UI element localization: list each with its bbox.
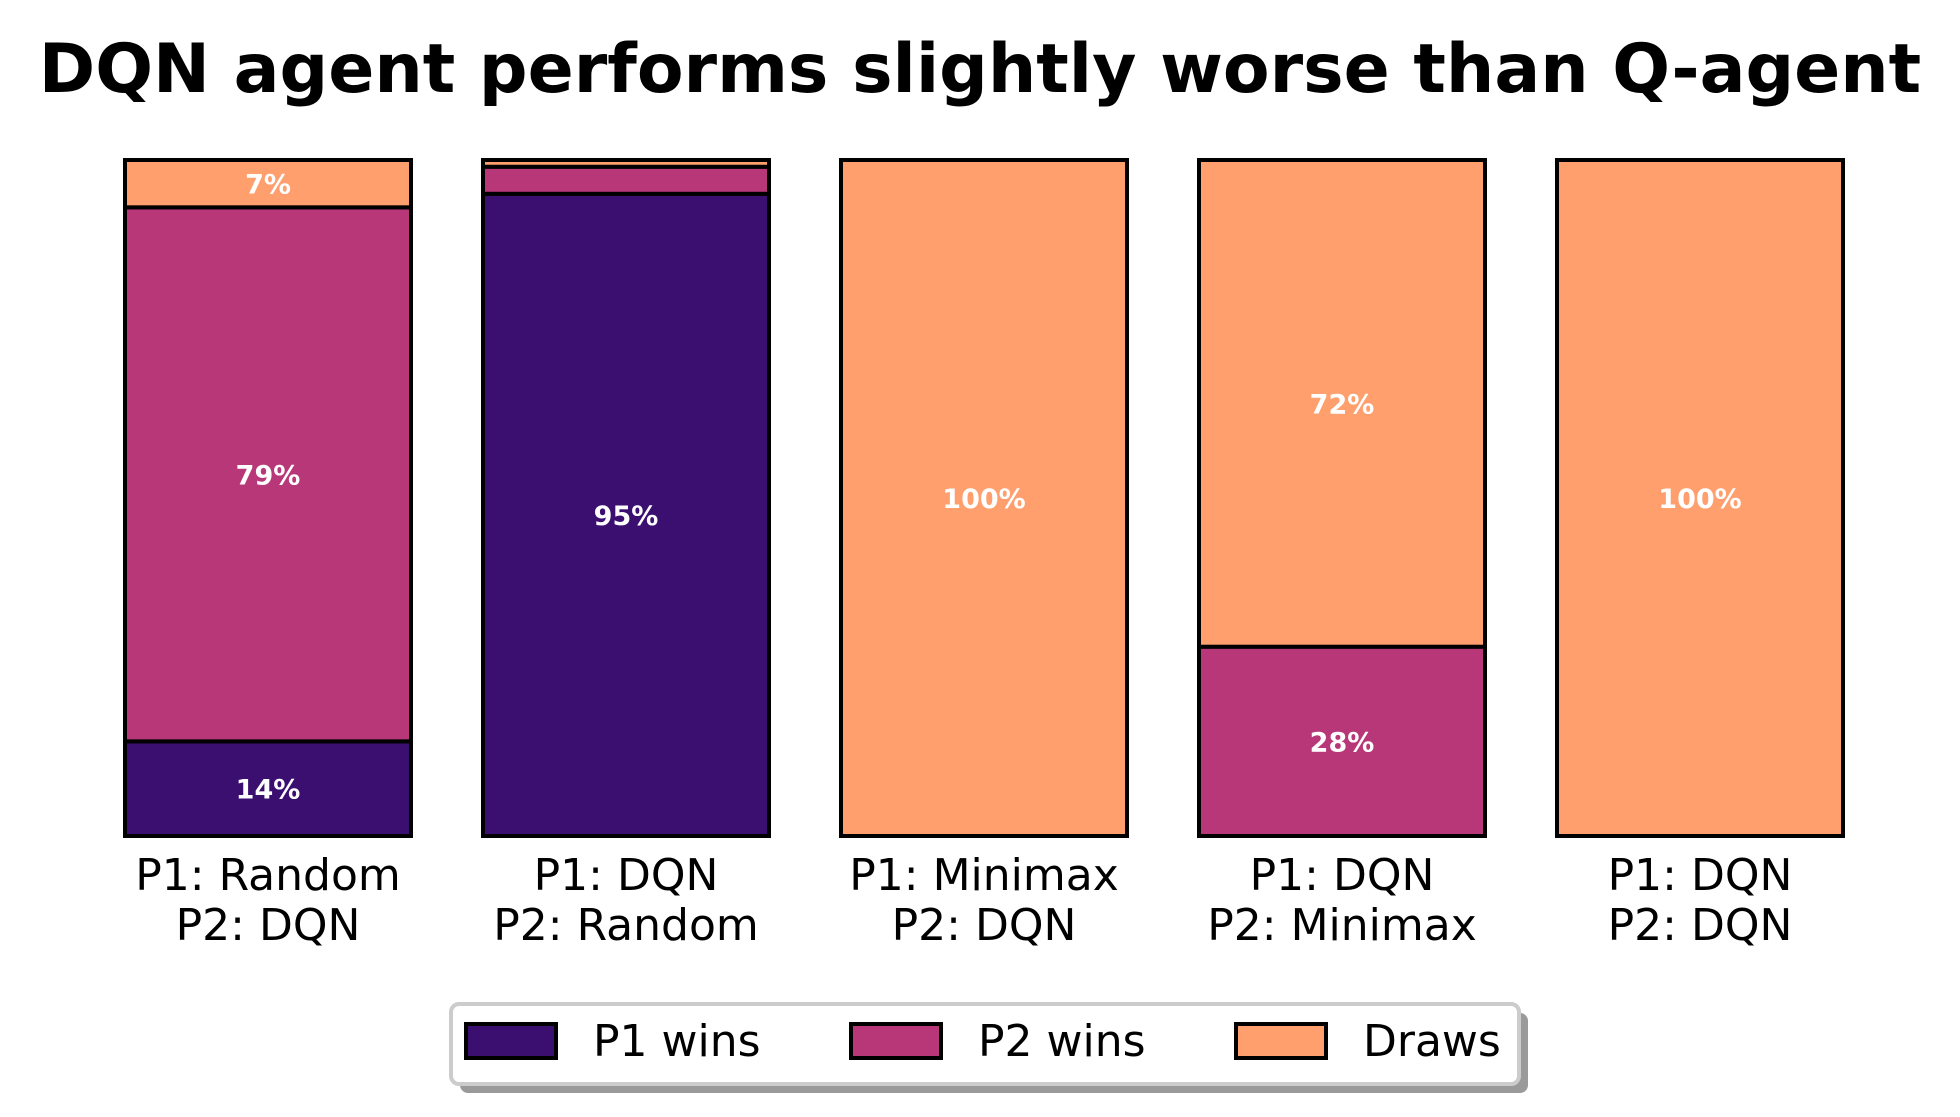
bar-value-label: 100%	[942, 484, 1025, 515]
category-label: P1: DQN	[534, 850, 719, 901]
bar-value-label: 79%	[236, 460, 301, 491]
legend: P1 wins P2 wins Draws	[449, 1002, 1528, 1093]
legend-label: P2 wins	[978, 1016, 1146, 1067]
bar-value-label: 95%	[594, 501, 659, 532]
bar-segment	[839, 158, 1129, 838]
category-label: P1: Random	[135, 850, 401, 901]
category-label: P2: DQN	[1608, 900, 1793, 951]
legend-label: P1 wins	[593, 1016, 761, 1067]
bar-segment	[481, 158, 771, 169]
data-labels-layer: 14% 79% 7% 95% 100% 28% 72% 100%	[236, 170, 1742, 806]
bar-value-label: 7%	[245, 170, 291, 201]
bar-segment	[123, 205, 413, 744]
bar-segment	[123, 739, 413, 838]
category-label: P2: Minimax	[1207, 900, 1477, 951]
category-label: P1: DQN	[1250, 850, 1435, 901]
bar-segment	[123, 158, 413, 210]
category-label: P2: DQN	[176, 900, 361, 951]
bar-segment	[481, 164, 771, 196]
bar-value-label: 72%	[1310, 389, 1375, 420]
legend-swatch	[1234, 1022, 1328, 1060]
category-label: P1: DQN	[1608, 850, 1793, 901]
bar-value-label: 28%	[1310, 727, 1375, 758]
bar-value-label: 14%	[236, 775, 301, 806]
bar-segment	[1197, 158, 1487, 649]
chart-title: DQN agent performs slightly worse than Q…	[39, 30, 1921, 109]
category-label: P2: Random	[493, 900, 759, 951]
bar-segment	[1197, 644, 1487, 838]
bar-value-label: 100%	[1658, 484, 1741, 515]
legend-swatch	[464, 1022, 558, 1060]
bar-segment	[481, 191, 771, 839]
category-label: P2: DQN	[892, 900, 1077, 951]
legend-swatch	[849, 1022, 943, 1060]
category-label: P1: Minimax	[849, 850, 1119, 901]
bars-layer	[123, 158, 1845, 839]
bar-segment	[1555, 158, 1845, 838]
legend-label: Draws	[1363, 1016, 1501, 1067]
